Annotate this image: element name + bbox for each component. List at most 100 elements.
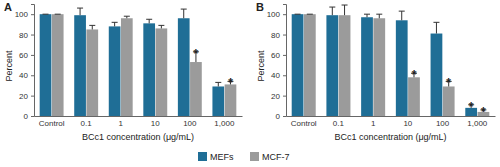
error-cap (124, 16, 130, 17)
tick: 100 (267, 10, 286, 19)
error-line (401, 11, 402, 20)
error-line (183, 9, 184, 18)
tick: 0.1 (333, 116, 345, 128)
tick-mark (283, 96, 286, 97)
bar (190, 62, 202, 116)
error-line (344, 5, 345, 15)
bar (396, 20, 408, 116)
tick: 0.1 (81, 116, 93, 128)
y-axis: 020406080100 (15, 5, 35, 122)
error-bar (364, 14, 370, 17)
bar (52, 14, 64, 116)
bar (431, 34, 443, 116)
error-bar (376, 14, 382, 18)
error-cap (215, 82, 221, 83)
tick-label: 0.1 (81, 119, 93, 128)
tick-label: 100 (267, 10, 281, 19)
bar (373, 18, 385, 116)
x-axis: Control0.11101001,000 (287, 116, 496, 128)
error-line (114, 22, 115, 26)
error-bar (215, 82, 221, 86)
error-bar (146, 19, 152, 23)
tick-label: 80 (271, 31, 280, 40)
tick: 40 (19, 71, 34, 80)
legend-label: MCF-7 (262, 152, 290, 162)
error-bar (77, 8, 83, 15)
error-bar (124, 16, 130, 18)
legend: MEFs MCF-7 (198, 152, 290, 162)
tick-label: 100 (183, 119, 197, 128)
error-bar (158, 25, 164, 28)
tick: 10 (151, 116, 160, 128)
y-axis-title: Percent (256, 50, 266, 82)
bar (156, 28, 168, 116)
tick-label: 20 (19, 92, 28, 101)
bar (178, 18, 190, 116)
tick-label: 100 (436, 119, 450, 128)
error-cap (55, 14, 61, 15)
significance-mark: * (194, 47, 199, 61)
tick-label: 1,000 (214, 119, 235, 128)
tick-mark (283, 55, 286, 56)
error-cap (146, 19, 152, 20)
x-axis-title: BCc1 concentration (μg/mL) (334, 132, 446, 142)
tick-label: 100 (15, 10, 29, 19)
tick-label: 0 (276, 112, 281, 121)
x-axis-title: BCc1 concentration (μg/mL) (82, 132, 194, 142)
legend-swatch (198, 152, 207, 161)
error-cap (77, 8, 83, 9)
plot-area (40, 8, 237, 116)
significance-mark: * (446, 76, 451, 90)
error-line (149, 19, 150, 23)
bar (86, 29, 98, 116)
bar (361, 17, 373, 116)
error-cap (112, 22, 118, 23)
tick-label: 1 (371, 119, 376, 128)
bar (143, 23, 155, 116)
error-line (92, 25, 93, 29)
bar (443, 86, 455, 116)
error-line (436, 22, 437, 33)
error-cap (89, 25, 95, 26)
error-bar (181, 9, 187, 18)
error-line (80, 8, 81, 15)
axis-line (35, 116, 243, 117)
bar (292, 14, 304, 116)
error-bar (433, 22, 439, 33)
tick-label: 20 (271, 92, 280, 101)
plot-area (292, 5, 490, 116)
axis-line (31, 5, 35, 117)
tick-label: 40 (271, 71, 280, 80)
tick: 1,000 (467, 116, 488, 128)
tick: 20 (271, 92, 286, 101)
panel-label: B (256, 1, 264, 13)
bar (109, 26, 121, 116)
tick: 60 (271, 51, 286, 60)
figure: * * 0 20 40 60 80 100 Control 0.1 1 10 100 1,000 A Perc… (0, 0, 500, 167)
tick-label: Control (291, 119, 317, 128)
bar (304, 14, 316, 116)
tick: Control (39, 116, 65, 128)
tick-label: Control (39, 119, 65, 128)
bar (40, 14, 52, 116)
panel: **020406080100Control0.11101001,000APerc… (4, 1, 243, 142)
y-axis: 0 20 40 60 80 100 (267, 5, 287, 122)
panel: ****020406080100Control0.11101001,000BPe… (256, 1, 496, 142)
tick-mark (31, 55, 34, 56)
error-line (379, 14, 380, 18)
error-bar (295, 14, 301, 15)
error-bar (112, 22, 118, 26)
error-cap (43, 14, 49, 15)
y-axis-title: Percent (4, 50, 14, 82)
panel-label: A (4, 1, 12, 13)
legend-swatch (250, 152, 259, 161)
tick-label: 1,000 (467, 119, 488, 128)
legend-label: MEFs (210, 152, 234, 162)
error-cap (158, 25, 164, 26)
bar (212, 86, 224, 116)
tick: 80 (271, 31, 286, 40)
tick: 1 (371, 116, 376, 128)
tick: 40 (271, 71, 286, 80)
error-bar (89, 25, 95, 29)
error-cap (399, 11, 405, 12)
